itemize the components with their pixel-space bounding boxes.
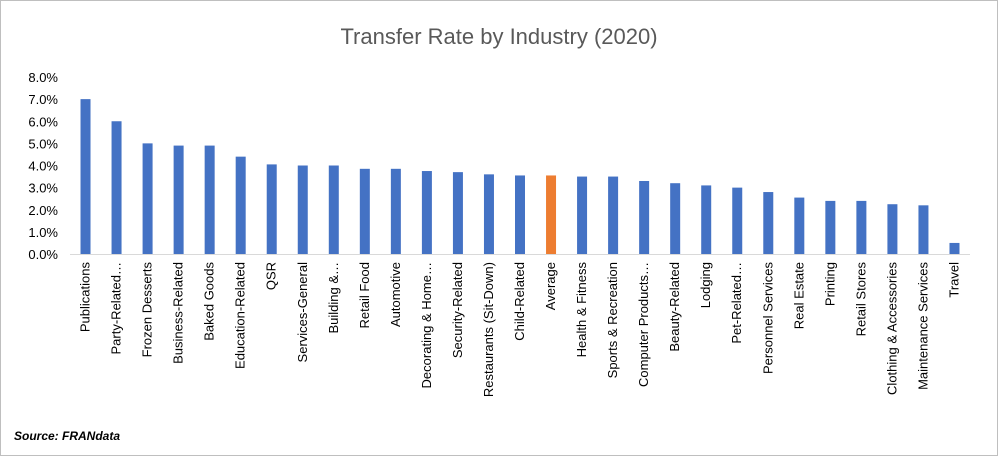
bar: [701, 185, 712, 254]
x-tick-label: Security-Related: [450, 262, 465, 358]
y-tick-label: 1.0%: [28, 225, 58, 240]
x-tick-label: Personnel Services: [760, 262, 775, 374]
bar: [515, 175, 525, 254]
chart-title: Transfer Rate by Industry (2020): [340, 24, 657, 49]
y-tick-label: 5.0%: [28, 136, 58, 151]
bar: [763, 192, 774, 254]
x-tick-label: Building &…: [326, 262, 341, 334]
y-tick-label: 0.0%: [28, 247, 58, 262]
bar: [856, 200, 867, 254]
bar: [328, 165, 339, 254]
bar: [266, 164, 277, 254]
bar: [204, 145, 215, 254]
y-tick-label: 3.0%: [28, 181, 58, 196]
x-tick-label: Real Estate: [791, 262, 806, 329]
x-axis: Publications Party-Related… Frozen Dessert…: [70, 254, 970, 397]
source-note: Source: FRANdata: [14, 429, 120, 443]
x-tick-label: Child-Related: [512, 262, 527, 341]
x-tick-label: Clothing & Accessories: [884, 262, 899, 395]
bar: [949, 242, 960, 254]
bar: [608, 176, 619, 254]
bar: [421, 171, 432, 254]
x-tick-label: Restaurants (Sit-Down): [481, 262, 496, 397]
x-tick-label: Automotive: [388, 262, 403, 327]
y-tick-label: 4.0%: [28, 159, 58, 174]
x-tick-label: Printing: [822, 262, 837, 306]
bar: [142, 143, 153, 254]
x-tick-label: Lodging: [698, 262, 713, 308]
bar: [732, 187, 743, 254]
bar: [825, 200, 836, 254]
bar: [359, 168, 370, 254]
x-tick-label: Business-Related: [171, 262, 186, 364]
bar: [918, 205, 929, 254]
bar: [546, 175, 557, 254]
bar: [639, 180, 650, 254]
bar: [390, 168, 401, 254]
x-tick-label: Beauty-Related: [667, 262, 682, 352]
x-tick-label: Travel: [946, 262, 961, 298]
bar: [887, 204, 898, 254]
x-tick-label: Pet-Related…: [729, 262, 744, 344]
bar: [483, 174, 494, 254]
x-tick-label: Baked Goods: [202, 262, 217, 341]
bar: [297, 165, 308, 254]
y-tick-label: 2.0%: [28, 203, 58, 218]
x-tick-label: Services-General: [295, 262, 310, 363]
bar: [577, 176, 588, 254]
x-tick-label: Maintenance Services: [915, 262, 930, 390]
x-tick-label: Average: [543, 262, 558, 310]
x-tick-label: Health & Fitness: [574, 262, 589, 358]
x-tick-label: Sports & Recreation: [605, 262, 620, 378]
bar: [452, 172, 463, 254]
x-tick-label: Retail Food: [357, 262, 372, 328]
x-tick-label: Education-Related: [233, 262, 248, 369]
x-tick-label: Retail Stores: [853, 262, 868, 337]
x-tick-label: Computer Products…: [636, 262, 651, 387]
x-tick-label: Publications: [78, 262, 93, 333]
x-tick-label: Party-Related…: [109, 262, 124, 354]
y-tick-label: 8.0%: [28, 70, 58, 85]
y-axis: 0.0% 1.0% 2.0% 3.0% 4.0% 5.0% 6.0% 7.0% 8.0%: [28, 70, 58, 262]
bars-group: [80, 99, 960, 254]
bar: [794, 197, 805, 254]
bar: [670, 183, 681, 254]
y-tick-label: 7.0%: [28, 92, 58, 107]
y-tick-label: 6.0%: [28, 114, 58, 129]
bar: [173, 145, 184, 254]
bar: [80, 99, 91, 254]
x-tick-label: Decorating & Home…: [419, 262, 434, 388]
x-tick-label: QSR: [264, 262, 279, 290]
bar: [111, 121, 122, 254]
x-tick-label: Frozen Desserts: [140, 262, 155, 358]
bar: [235, 156, 246, 254]
